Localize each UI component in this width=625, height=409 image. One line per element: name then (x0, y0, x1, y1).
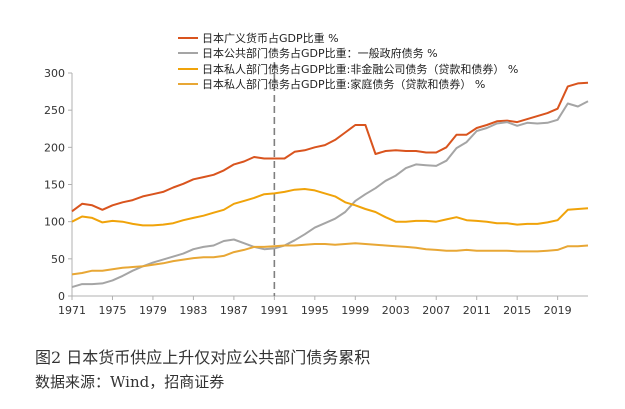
legend-item-household-debt: 日本私人部门债务占GDP比重:家庭债务（贷款和债券） % (178, 77, 518, 93)
legend-label-corporate-debt: 日本私人部门债务占GDP比重:非金融公司债务（贷款和债券） % (202, 62, 519, 76)
x-tick-label: 2015 (503, 304, 531, 317)
y-tick-label: 250 (44, 104, 65, 117)
x-tick-label: 1983 (179, 304, 207, 317)
y-tick-label: 150 (44, 179, 65, 192)
x-tick-label: 1999 (341, 304, 369, 317)
figure-source: 数据来源：Wind，招商证券 (35, 373, 225, 391)
chart-legend: 日本广义货币占GDP比重 % 日本公共部门债务占GDP比重：一般政府债务 % 日… (178, 30, 518, 92)
legend-item-corporate-debt: 日本私人部门债务占GDP比重:非金融公司债务（贷款和债券） % (178, 61, 518, 77)
legend-swatch-household-debt (178, 83, 198, 86)
series-line-government-debt (71, 100, 589, 289)
y-tick-label: 300 (44, 67, 65, 80)
y-tick-label: 50 (51, 253, 65, 266)
x-tick-label: 2003 (382, 304, 410, 317)
x-tick-label: 1991 (260, 304, 288, 317)
x-tick-label: 2019 (544, 304, 572, 317)
legend-swatch-government-debt (178, 52, 198, 55)
x-tick-label: 1995 (301, 304, 329, 317)
legend-label-household-debt: 日本私人部门债务占GDP比重:家庭债务（贷款和债券） % (202, 78, 486, 92)
legend-label-government-debt: 日本公共部门债务占GDP比重：一般政府债务 % (202, 47, 438, 61)
y-tick-label: 0 (58, 290, 65, 303)
x-tick-label: 1975 (98, 304, 126, 317)
legend-label-broad-money: 日本广义货币占GDP比重 % (202, 31, 339, 45)
legend-swatch-broad-money (178, 36, 198, 39)
legend-item-broad-money: 日本广义货币占GDP比重 % (178, 30, 518, 46)
x-tick-label: 2007 (422, 304, 450, 317)
figure-caption: 图2 日本货币供应上升仅对应公共部门债务累积 (35, 348, 371, 367)
x-tick-label: 2011 (463, 304, 491, 317)
x-tick-label: 1987 (220, 304, 248, 317)
x-tick-label: 1979 (139, 304, 167, 317)
series-line-corporate-debt (71, 188, 589, 227)
legend-item-government-debt: 日本公共部门债务占GDP比重：一般政府债务 % (178, 46, 518, 62)
series-line-broad-money (71, 81, 589, 213)
x-tick-label: 1971 (58, 304, 86, 317)
y-tick-label: 200 (44, 141, 65, 154)
series-line-household-debt (71, 242, 589, 276)
y-tick-label: 100 (44, 216, 65, 229)
legend-swatch-corporate-debt (178, 67, 198, 70)
